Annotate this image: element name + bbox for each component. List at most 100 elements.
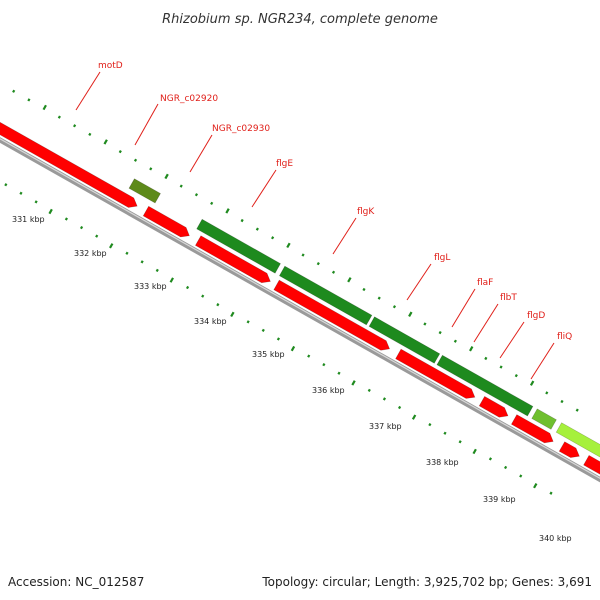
label-pointer: [75, 71, 101, 111]
inner-tick: [169, 277, 174, 283]
kbp-label: 340 kbp: [539, 534, 572, 543]
position-labels: 331 kbp 332 kbp 333 kbp 334 kbp 335 kbp 336 k…: [12, 215, 572, 543]
highlighted-gene: [555, 422, 600, 458]
outer-tick: [118, 149, 122, 154]
outer-tick: [408, 311, 413, 317]
inner-tick: [230, 311, 235, 318]
outer-tick: [438, 330, 442, 335]
kbp-label: 331 kbp: [12, 215, 45, 224]
inner-tick: [155, 268, 159, 273]
label-pointer: [473, 303, 499, 343]
reverse-gene: [478, 395, 509, 418]
inner-tick: [411, 414, 417, 420]
kbp-label: 337 kbp: [369, 422, 402, 431]
label-pointer: [251, 169, 277, 208]
map-title: Rhizobium sp. NGR234, complete genome: [162, 12, 438, 27]
inner-tick: [79, 225, 84, 230]
label-pointer: [499, 321, 525, 359]
label-pointer: [332, 217, 357, 255]
outer-tick: [301, 253, 305, 257]
inner-tick: [109, 243, 114, 249]
outer-tick: [42, 104, 47, 111]
inner-tick: [246, 320, 250, 324]
outer-tick: [362, 287, 366, 292]
inner-tick: [367, 388, 371, 392]
inner-tick: [4, 183, 8, 187]
inner-tick: [458, 440, 462, 444]
inner-tick: [95, 234, 99, 238]
inner-tick: [307, 354, 311, 358]
reverse-gene: [194, 235, 271, 284]
inner-tick: [398, 405, 402, 410]
inner-tick: [549, 491, 553, 495]
outer-tick: [164, 173, 169, 180]
inner-tick: [185, 285, 190, 290]
forward-gene: [278, 265, 373, 326]
gene-label: NGR_c02920: [160, 94, 218, 104]
outer-tick: [179, 184, 183, 188]
outer-tick: [347, 277, 352, 283]
inner-tick: [443, 431, 447, 435]
inner-tick: [337, 371, 341, 375]
outer-tick: [286, 242, 291, 249]
inner-tick: [322, 363, 326, 367]
gene-label: flgK: [357, 207, 375, 217]
label-pointer: [134, 103, 159, 146]
gene-label: flbT: [500, 293, 517, 303]
inner-tick: [290, 345, 296, 352]
inner-tick: [261, 328, 265, 333]
genome-stats-label: Topology: circular; Length: 3,925,702 bp…: [261, 575, 592, 589]
inner-tick: [351, 380, 356, 386]
outer-tick: [529, 380, 535, 386]
outer-tick: [560, 399, 564, 404]
outer-tick: [133, 158, 138, 162]
outer-tick: [469, 346, 474, 352]
inner-tick: [533, 482, 538, 489]
inner-tick-track: [4, 183, 553, 495]
accession-label: Accession: NC_012587: [8, 575, 144, 589]
outer-tick: [57, 115, 61, 119]
gene-label: motD: [98, 61, 123, 71]
reverse-gene: [142, 205, 190, 238]
genome-backbone: [0, 137, 600, 483]
forward-gene: [368, 316, 441, 364]
inner-tick: [488, 457, 493, 461]
inner-tick: [276, 337, 280, 341]
kbp-label: 334 kbp: [194, 317, 227, 326]
gene-label: flgD: [527, 311, 545, 321]
inner-tick: [64, 217, 68, 221]
feature-track: [0, 121, 600, 475]
inner-tick: [125, 251, 129, 255]
reverse-gene: [273, 279, 391, 351]
outer-tick: [103, 139, 108, 145]
gene-label: NGR_c02930: [212, 124, 270, 134]
outer-tick: [331, 270, 336, 274]
other-feature: [128, 178, 161, 204]
outer-tick: [392, 305, 397, 309]
gene-label: flgE: [276, 159, 293, 169]
outer-tick: [545, 391, 549, 395]
outer-tick: [316, 262, 320, 266]
forward-gene: [436, 354, 534, 417]
kbp-label: 339 kbp: [483, 495, 516, 504]
outer-tick: [377, 296, 381, 300]
outer-tick: [423, 322, 427, 326]
outer-tick: [484, 356, 488, 361]
outer-tick: [240, 218, 244, 223]
outer-tick: [499, 365, 503, 369]
inner-tick: [140, 260, 144, 264]
outer-tick-track: [0, 82, 579, 412]
label-pointer: [406, 263, 432, 301]
forward-gene: [196, 218, 281, 274]
label-pointer: [189, 134, 213, 173]
inner-tick: [382, 397, 387, 401]
forward-gene: [531, 408, 557, 430]
kbp-label: 338 kbp: [426, 458, 459, 467]
label-pointer: [451, 288, 476, 328]
outer-tick: [27, 98, 31, 102]
outer-tick: [255, 227, 259, 231]
outer-tick: [210, 201, 214, 205]
label-pointer: [530, 342, 555, 380]
kbp-label: 332 kbp: [74, 249, 107, 258]
